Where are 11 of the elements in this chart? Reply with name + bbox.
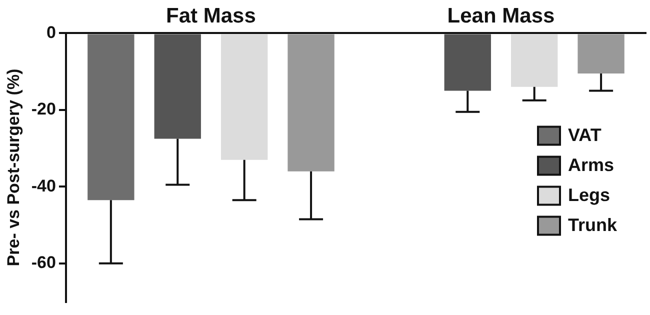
y-tick-label: -20: [31, 100, 56, 119]
y-tick-label: 0: [46, 22, 56, 42]
y-tick-label: -40: [31, 176, 56, 196]
legend-label: Arms: [568, 154, 614, 175]
legend-label: Legs: [568, 184, 610, 205]
x-tick-label: Fat Mass: [166, 4, 256, 28]
legend-label: Trunk: [568, 214, 618, 235]
y-axis-title: Pre- vs Post-surgery (%): [4, 68, 23, 266]
y-tick-label: -60: [31, 253, 56, 272]
x-tick-label: Lean Mass: [447, 4, 555, 28]
legend-label: VAT: [568, 124, 602, 145]
